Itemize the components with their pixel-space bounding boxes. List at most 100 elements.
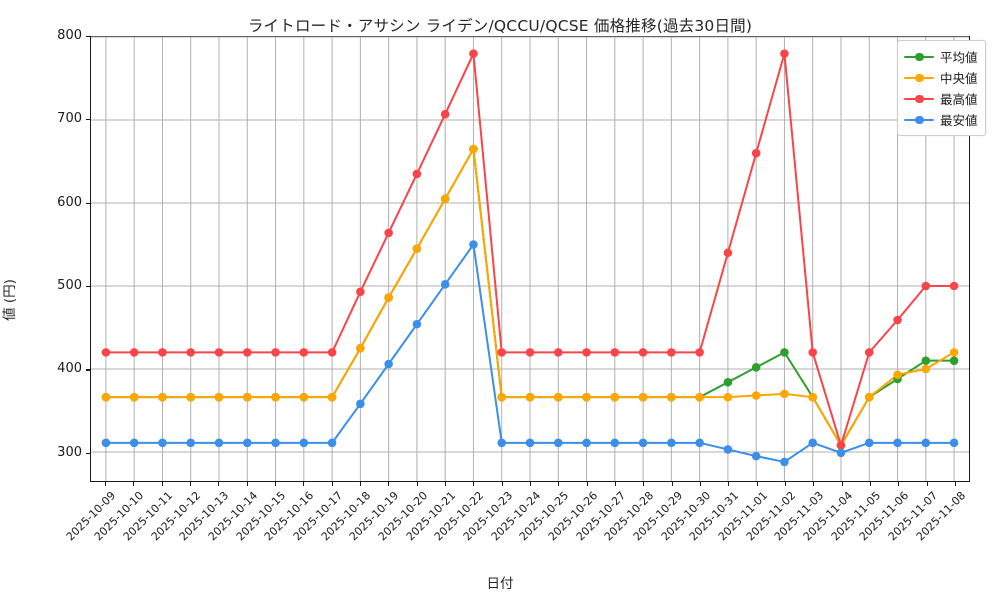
x-tick-mark	[104, 482, 107, 486]
data-point	[723, 377, 733, 387]
data-point	[582, 392, 591, 402]
data-point	[214, 392, 224, 402]
data-point	[864, 348, 874, 357]
data-point	[129, 392, 139, 402]
data-point	[469, 144, 478, 154]
grid-layer	[91, 36, 969, 481]
data-point	[667, 438, 676, 448]
data-point	[158, 392, 167, 402]
data-point	[808, 438, 818, 448]
x-tick-mark	[643, 482, 645, 486]
data-point	[949, 348, 959, 357]
y-axis-label: 値 (円)	[2, 279, 18, 321]
legend-item-0: 平均値	[904, 46, 978, 67]
data-point	[497, 348, 507, 357]
legend-marker-icon	[904, 51, 934, 63]
data-point	[356, 399, 365, 409]
data-point	[893, 315, 902, 325]
data-point	[921, 438, 931, 448]
series-line-2	[104, 52, 956, 447]
data-point	[242, 392, 252, 402]
data-point	[469, 240, 478, 249]
data-point	[129, 438, 139, 448]
data-point	[751, 451, 761, 461]
y-tick-mark	[86, 119, 90, 121]
x-tick-mark	[728, 482, 730, 486]
x-tick-mark	[416, 482, 418, 486]
data-point	[186, 348, 196, 357]
legend-marker-icon	[904, 72, 934, 84]
data-point	[921, 281, 931, 291]
data-point	[695, 348, 704, 357]
data-point	[469, 49, 478, 58]
data-point	[836, 448, 846, 458]
data-point	[101, 438, 111, 448]
x-tick-mark	[218, 482, 220, 486]
data-point	[299, 438, 309, 448]
data-point	[525, 438, 535, 448]
data-point	[695, 438, 704, 448]
data-point	[864, 438, 874, 448]
data-point	[440, 194, 450, 204]
data-point	[412, 169, 422, 179]
data-point	[497, 392, 507, 402]
data-point	[751, 148, 761, 158]
data-point	[893, 370, 902, 380]
data-point	[186, 438, 196, 448]
data-point	[384, 228, 393, 238]
data-point	[129, 348, 139, 357]
data-point	[610, 438, 620, 448]
x-tick-mark	[558, 482, 560, 486]
data-point	[610, 348, 620, 357]
x-tick-mark	[671, 482, 673, 486]
data-point	[525, 348, 535, 357]
x-tick-mark	[303, 482, 305, 486]
legend-marker-icon	[904, 93, 934, 105]
legend-item-1: 中央値	[904, 67, 978, 88]
y-tick-label: 500	[57, 278, 82, 294]
data-point	[553, 392, 563, 402]
x-axis-label: 日付	[486, 576, 514, 592]
data-point	[780, 49, 789, 58]
data-point	[158, 438, 167, 448]
x-tick-mark	[926, 482, 928, 486]
data-point	[186, 392, 196, 402]
data-point	[808, 392, 818, 402]
data-point	[864, 392, 874, 402]
x-tick-mark	[700, 482, 702, 486]
data-point	[384, 293, 393, 302]
data-point	[271, 438, 280, 448]
data-point	[271, 392, 280, 402]
data-point	[780, 389, 789, 399]
legend-label: 中央値	[940, 71, 978, 86]
data-point	[751, 363, 761, 372]
x-tick-mark	[955, 482, 957, 486]
data-point	[497, 438, 507, 448]
data-point	[299, 348, 309, 357]
data-point	[949, 356, 959, 365]
y-tick-label: 600	[57, 194, 82, 210]
x-tick-mark	[189, 482, 192, 486]
x-tick-mark	[586, 482, 588, 486]
data-point	[723, 445, 733, 454]
x-tick-mark	[870, 482, 872, 486]
data-point	[893, 438, 902, 448]
x-tick-mark	[841, 482, 843, 486]
data-point	[553, 438, 563, 448]
data-point	[582, 438, 591, 448]
data-point	[214, 438, 224, 448]
legend-label: 平均値	[940, 50, 978, 65]
data-point	[610, 392, 620, 402]
data-point	[723, 248, 733, 258]
data-point	[412, 244, 422, 253]
data-point	[667, 392, 676, 402]
data-point	[356, 343, 365, 353]
data-point	[101, 392, 111, 402]
x-tick-mark	[756, 482, 758, 486]
data-point	[440, 109, 450, 119]
x-tick-mark	[530, 482, 532, 486]
x-tick-mark	[359, 482, 362, 486]
x-tick-mark	[331, 482, 333, 486]
data-point	[780, 348, 789, 357]
